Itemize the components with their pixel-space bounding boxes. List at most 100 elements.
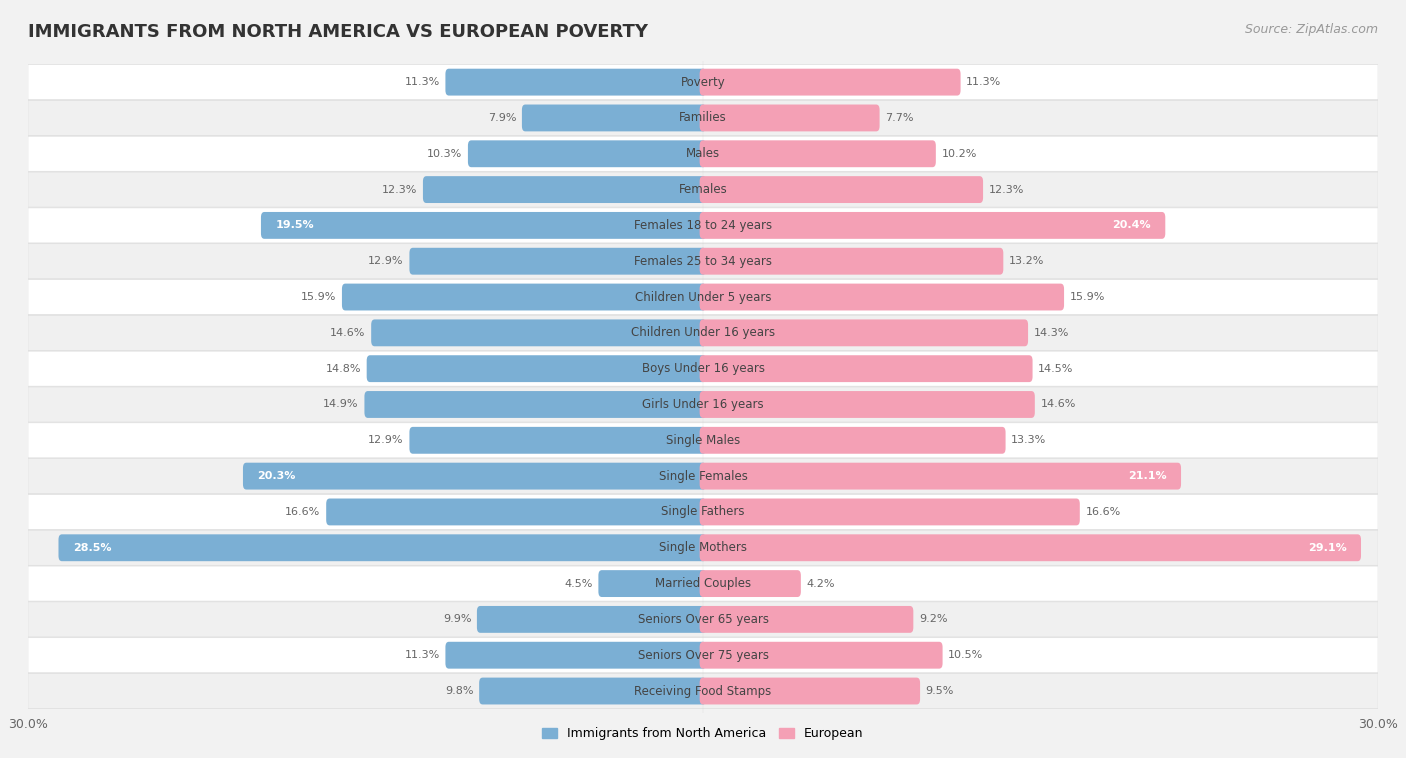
- FancyBboxPatch shape: [409, 248, 706, 274]
- Text: 9.9%: 9.9%: [443, 615, 471, 625]
- FancyBboxPatch shape: [700, 427, 1005, 454]
- FancyBboxPatch shape: [423, 176, 706, 203]
- Text: 12.9%: 12.9%: [368, 435, 404, 445]
- Text: 9.2%: 9.2%: [920, 615, 948, 625]
- Text: 16.6%: 16.6%: [1085, 507, 1121, 517]
- FancyBboxPatch shape: [28, 602, 1378, 637]
- Text: 7.9%: 7.9%: [488, 113, 516, 123]
- Text: 14.6%: 14.6%: [330, 328, 366, 338]
- FancyBboxPatch shape: [468, 140, 706, 168]
- FancyBboxPatch shape: [479, 678, 706, 704]
- Text: 11.3%: 11.3%: [966, 77, 1001, 87]
- FancyBboxPatch shape: [28, 387, 1378, 422]
- FancyBboxPatch shape: [700, 642, 942, 669]
- Text: 21.1%: 21.1%: [1128, 471, 1167, 481]
- FancyBboxPatch shape: [446, 69, 706, 96]
- Text: Females 18 to 24 years: Females 18 to 24 years: [634, 219, 772, 232]
- Text: Married Couples: Married Couples: [655, 577, 751, 590]
- Text: 12.3%: 12.3%: [382, 185, 418, 195]
- FancyBboxPatch shape: [28, 64, 1378, 100]
- FancyBboxPatch shape: [522, 105, 706, 131]
- Text: 13.2%: 13.2%: [1010, 256, 1045, 266]
- Text: 14.8%: 14.8%: [326, 364, 361, 374]
- FancyBboxPatch shape: [700, 319, 1028, 346]
- FancyBboxPatch shape: [262, 212, 706, 239]
- Text: IMMIGRANTS FROM NORTH AMERICA VS EUROPEAN POVERTY: IMMIGRANTS FROM NORTH AMERICA VS EUROPEA…: [28, 23, 648, 41]
- Text: Source: ZipAtlas.com: Source: ZipAtlas.com: [1244, 23, 1378, 36]
- Text: 9.8%: 9.8%: [446, 686, 474, 696]
- Text: 15.9%: 15.9%: [1070, 292, 1105, 302]
- Text: 10.5%: 10.5%: [948, 650, 983, 660]
- FancyBboxPatch shape: [28, 459, 1378, 493]
- FancyBboxPatch shape: [28, 208, 1378, 243]
- Text: 14.3%: 14.3%: [1033, 328, 1069, 338]
- FancyBboxPatch shape: [28, 136, 1378, 171]
- FancyBboxPatch shape: [700, 534, 1361, 561]
- FancyBboxPatch shape: [28, 673, 1378, 709]
- Text: 4.5%: 4.5%: [564, 578, 593, 588]
- Text: 16.6%: 16.6%: [285, 507, 321, 517]
- Text: Families: Families: [679, 111, 727, 124]
- FancyBboxPatch shape: [28, 423, 1378, 458]
- FancyBboxPatch shape: [367, 356, 706, 382]
- FancyBboxPatch shape: [28, 243, 1378, 279]
- Text: 28.5%: 28.5%: [73, 543, 111, 553]
- Text: Seniors Over 65 years: Seniors Over 65 years: [637, 613, 769, 626]
- FancyBboxPatch shape: [700, 499, 1080, 525]
- FancyBboxPatch shape: [59, 534, 706, 561]
- Text: 20.4%: 20.4%: [1112, 221, 1150, 230]
- Text: 4.2%: 4.2%: [807, 578, 835, 588]
- FancyBboxPatch shape: [700, 176, 983, 203]
- FancyBboxPatch shape: [28, 315, 1378, 350]
- Text: 14.6%: 14.6%: [1040, 399, 1076, 409]
- FancyBboxPatch shape: [28, 172, 1378, 207]
- Text: 12.3%: 12.3%: [988, 185, 1024, 195]
- FancyBboxPatch shape: [700, 391, 1035, 418]
- Text: 10.3%: 10.3%: [427, 149, 463, 158]
- FancyBboxPatch shape: [326, 499, 706, 525]
- FancyBboxPatch shape: [700, 212, 1166, 239]
- FancyBboxPatch shape: [700, 678, 920, 704]
- Text: Children Under 16 years: Children Under 16 years: [631, 327, 775, 340]
- Text: 19.5%: 19.5%: [276, 221, 314, 230]
- Text: Males: Males: [686, 147, 720, 160]
- Text: 14.9%: 14.9%: [323, 399, 359, 409]
- FancyBboxPatch shape: [243, 462, 706, 490]
- FancyBboxPatch shape: [477, 606, 706, 633]
- Text: Females: Females: [679, 183, 727, 196]
- Legend: Immigrants from North America, European: Immigrants from North America, European: [537, 722, 869, 745]
- FancyBboxPatch shape: [28, 566, 1378, 601]
- Text: Boys Under 16 years: Boys Under 16 years: [641, 362, 765, 375]
- FancyBboxPatch shape: [700, 248, 1004, 274]
- FancyBboxPatch shape: [28, 100, 1378, 136]
- Text: Single Females: Single Females: [658, 470, 748, 483]
- FancyBboxPatch shape: [28, 637, 1378, 673]
- Text: 11.3%: 11.3%: [405, 650, 440, 660]
- FancyBboxPatch shape: [28, 351, 1378, 387]
- Text: 20.3%: 20.3%: [257, 471, 295, 481]
- Text: 13.3%: 13.3%: [1011, 435, 1046, 445]
- FancyBboxPatch shape: [28, 530, 1378, 565]
- Text: Single Males: Single Males: [666, 434, 740, 446]
- Text: 7.7%: 7.7%: [886, 113, 914, 123]
- FancyBboxPatch shape: [700, 69, 960, 96]
- FancyBboxPatch shape: [409, 427, 706, 454]
- Text: Children Under 5 years: Children Under 5 years: [634, 290, 772, 303]
- Text: Receiving Food Stamps: Receiving Food Stamps: [634, 684, 772, 697]
- Text: Females 25 to 34 years: Females 25 to 34 years: [634, 255, 772, 268]
- FancyBboxPatch shape: [700, 105, 880, 131]
- FancyBboxPatch shape: [700, 140, 936, 168]
- FancyBboxPatch shape: [700, 356, 1032, 382]
- Text: 9.5%: 9.5%: [925, 686, 955, 696]
- Text: Seniors Over 75 years: Seniors Over 75 years: [637, 649, 769, 662]
- Text: 11.3%: 11.3%: [405, 77, 440, 87]
- Text: 29.1%: 29.1%: [1308, 543, 1347, 553]
- Text: 15.9%: 15.9%: [301, 292, 336, 302]
- FancyBboxPatch shape: [28, 494, 1378, 530]
- FancyBboxPatch shape: [342, 283, 706, 311]
- FancyBboxPatch shape: [446, 642, 706, 669]
- Text: 14.5%: 14.5%: [1038, 364, 1074, 374]
- FancyBboxPatch shape: [364, 391, 706, 418]
- FancyBboxPatch shape: [28, 280, 1378, 315]
- Text: Girls Under 16 years: Girls Under 16 years: [643, 398, 763, 411]
